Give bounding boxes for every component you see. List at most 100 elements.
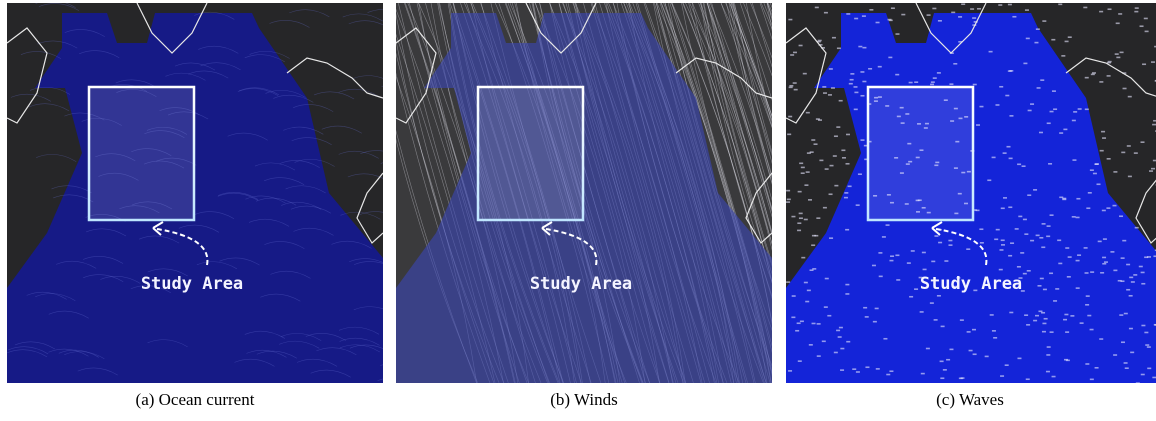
wave-dot <box>1119 215 1123 217</box>
wave-dot <box>814 143 818 145</box>
study-area-box <box>89 87 194 220</box>
wave-dot <box>1128 96 1132 98</box>
wave-dot <box>1115 53 1119 55</box>
wave-dot <box>838 336 842 338</box>
wave-dot <box>823 92 827 94</box>
wave-dot <box>1063 129 1067 131</box>
wave-dot <box>1086 295 1090 297</box>
wave-dot <box>1005 95 1009 97</box>
wave-dot <box>786 201 790 203</box>
wave-dot <box>1030 103 1034 105</box>
wave-dot <box>850 79 854 81</box>
wave-dot <box>800 321 804 323</box>
wave-dot <box>878 66 882 68</box>
wave-dot <box>845 293 849 295</box>
wave-dot <box>837 47 841 49</box>
wave-dot <box>1065 331 1069 333</box>
wave-dot <box>1107 75 1111 77</box>
wave-dot <box>1057 240 1061 242</box>
wave-dot <box>909 296 913 298</box>
wave-dot <box>1047 346 1051 348</box>
wave-dot <box>933 77 937 79</box>
wave-dot <box>1001 244 1005 246</box>
wave-dot <box>819 160 823 162</box>
wave-dot <box>862 47 866 49</box>
wave-dot <box>1108 8 1112 10</box>
wave-dot <box>1036 28 1040 30</box>
wave-dot <box>976 124 980 126</box>
wave-dot <box>798 360 802 362</box>
wave-dot <box>889 20 893 22</box>
wave-dot <box>999 269 1003 271</box>
wave-dot <box>1113 171 1117 173</box>
wave-dot <box>966 248 970 250</box>
wave-dot <box>1010 242 1014 244</box>
wave-dot <box>846 13 850 15</box>
wave-dot <box>883 338 887 340</box>
wave-dot <box>922 252 926 254</box>
wave-dot <box>1049 272 1053 274</box>
wave-dot <box>1140 25 1144 27</box>
wave-dot <box>1141 283 1145 285</box>
wave-dot <box>1001 207 1005 209</box>
wave-dot <box>1107 158 1111 160</box>
wave-dot <box>858 173 862 175</box>
wave-dot <box>1065 247 1069 249</box>
wave-dot <box>818 40 822 42</box>
wave-dot <box>1053 300 1057 302</box>
wave-dot <box>841 149 845 151</box>
page: Study Area Study Area Study Area (a) Oce… <box>0 0 1156 416</box>
wave-dot <box>927 14 931 16</box>
wave-dot <box>831 87 835 89</box>
wave-dot <box>1042 331 1046 333</box>
wave-dot <box>850 73 854 75</box>
wave-dot <box>1093 173 1097 175</box>
wave-dot <box>809 344 813 346</box>
wave-dot <box>862 81 866 83</box>
wave-dot <box>1129 295 1133 297</box>
wave-dot <box>805 301 809 303</box>
wave-dot <box>863 307 867 309</box>
wave-dot <box>1092 72 1096 74</box>
wave-dot <box>937 72 941 74</box>
wave-dot <box>1050 111 1054 113</box>
wave-dot <box>811 139 815 141</box>
wave-dot <box>920 311 924 313</box>
wave-dot <box>807 290 811 292</box>
wave-dot <box>1125 367 1129 369</box>
wave-dot <box>852 368 856 370</box>
wave-dot <box>1120 280 1124 282</box>
wave-dot <box>1088 192 1092 194</box>
wave-dot <box>876 22 880 24</box>
wave-dot <box>1037 285 1041 287</box>
wave-dot <box>959 378 963 380</box>
wave-dot <box>1076 260 1080 262</box>
wave-dot <box>1040 79 1044 81</box>
wave-dot <box>1127 145 1131 147</box>
wave-dot <box>825 278 829 280</box>
study-area-box <box>478 87 583 220</box>
wave-dot <box>1083 7 1087 9</box>
wave-dot <box>1059 132 1063 134</box>
wave-dot <box>1100 272 1104 274</box>
wave-dot <box>806 171 810 173</box>
wave-dot <box>999 249 1003 251</box>
wave-dot <box>865 366 869 368</box>
wave-dot <box>1046 371 1050 373</box>
wave-dot <box>1097 183 1101 185</box>
wave-dot <box>1152 377 1156 379</box>
wave-dot <box>937 295 941 297</box>
wave-dot <box>790 54 794 56</box>
wave-dot <box>1141 272 1145 274</box>
wave-dot <box>931 81 935 83</box>
wave-dot <box>1076 287 1080 289</box>
wave-dot <box>1080 322 1084 324</box>
wave-dot <box>901 14 905 16</box>
wave-dot <box>1085 304 1089 306</box>
wave-dot <box>846 163 850 165</box>
wave-dot <box>839 100 843 102</box>
wave-dot <box>844 192 848 194</box>
wave-dot <box>972 329 976 331</box>
wave-dot <box>786 190 790 192</box>
wave-dot <box>972 17 976 19</box>
